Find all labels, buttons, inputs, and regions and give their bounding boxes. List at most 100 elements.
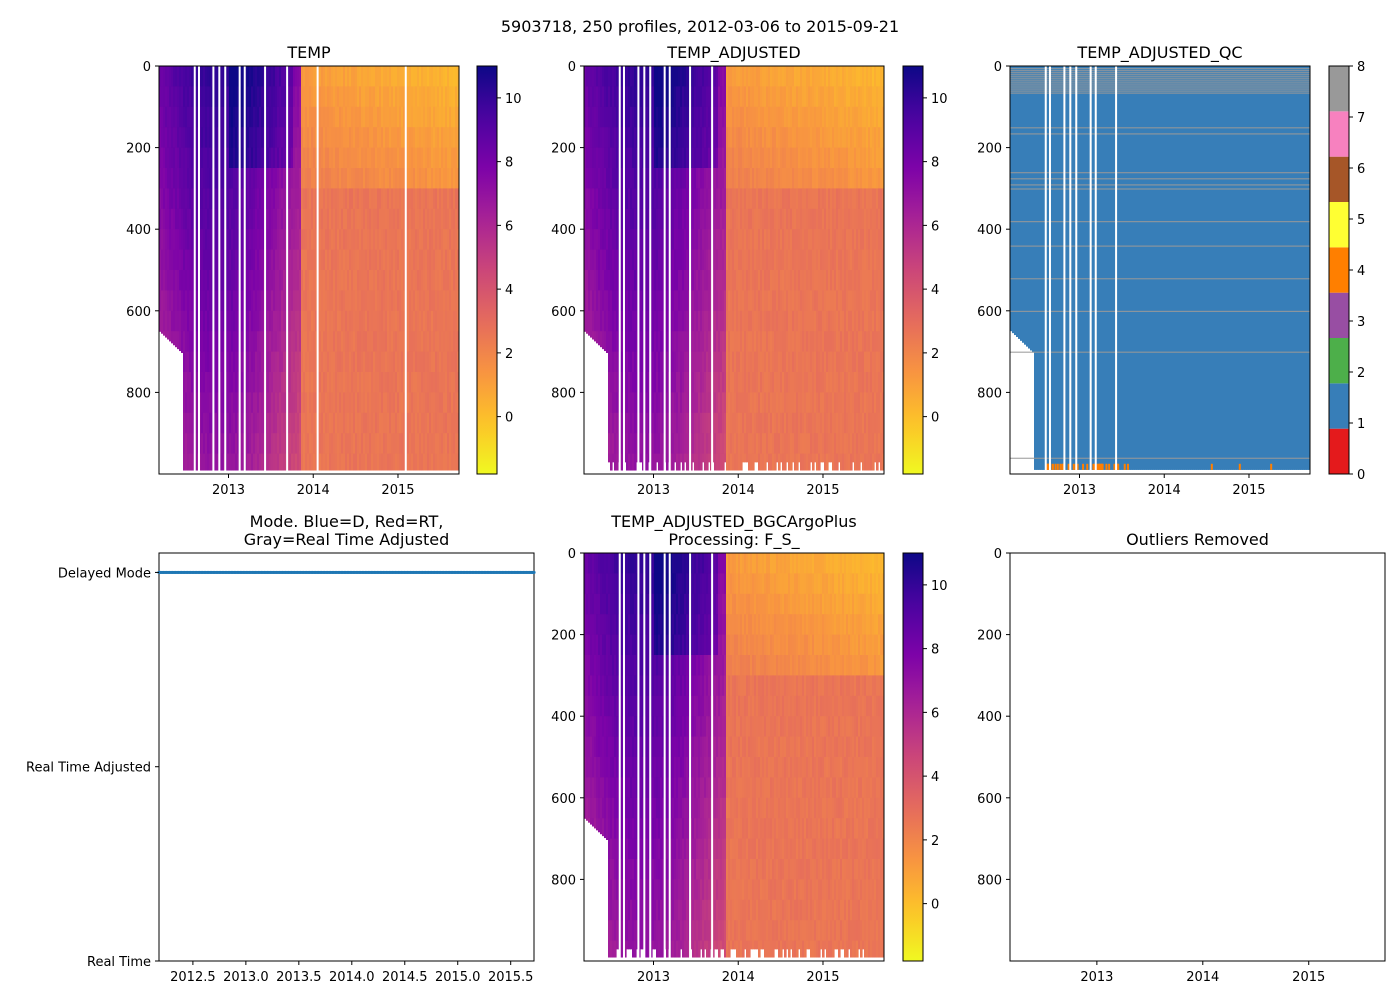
temp_adj-heatmap-cell (654, 433, 657, 455)
temp-heatmap-cell (337, 453, 340, 471)
temp_adj-heatmap-cell (614, 188, 617, 210)
temp-heatmap-cell (357, 331, 360, 353)
temp-heatmap-cell (429, 453, 432, 471)
temp_adj-heatmap-cell (736, 453, 739, 471)
temp-heatmap-cell (421, 433, 424, 455)
temp-heatmap-cell (325, 127, 328, 149)
temp_adj-heatmap-cell (736, 270, 739, 291)
temp-heatmap-cell (329, 66, 332, 87)
temp-heatmap-cell (321, 147, 324, 169)
temp-heatmap-cell (321, 188, 324, 210)
temp_adj-heatmap-cell (788, 392, 791, 414)
temp_adj-heatmap-cell (706, 453, 709, 471)
temp-heatmap-cell (375, 249, 378, 271)
temp-heatmap-cell (437, 86, 440, 108)
temp_adj-heatmap-cell (742, 127, 745, 149)
temp-heatmap-cell (225, 86, 228, 108)
temp-heatmap-cell (183, 331, 186, 353)
temp-heatmap-cell (313, 392, 316, 414)
temp_adj-heatmap-cell (756, 392, 759, 414)
temp_adj-heatmap-cell (780, 392, 783, 414)
temp-heatmap-cell (451, 433, 454, 455)
temp-heatmap-cell (277, 127, 280, 149)
temp-heatmap-cell (309, 331, 312, 353)
temp_adj-heatmap-cell (592, 66, 595, 87)
temp_adj-heatmap-cell (700, 392, 703, 414)
temp_adj-heatmap-cell (790, 453, 793, 471)
temp-heatmap-cell (457, 310, 459, 332)
temp-heatmap-cell (253, 229, 256, 251)
temp-heatmap-cell (267, 188, 270, 210)
temp_adj-heatmap-cell (670, 372, 673, 393)
temp-heatmap-cell (299, 351, 302, 373)
temp-heatmap-cell (323, 106, 326, 128)
temp-heatmap-cell (199, 412, 202, 434)
temp-heatmap-cell (167, 331, 170, 340)
temp_adj-heatmap-cell (718, 412, 721, 434)
temp_adj-heatmap-cell (646, 392, 649, 414)
temp-heatmap-cell (221, 188, 224, 210)
temp_adj-heatmap-cell (742, 290, 745, 312)
temp_adj-heatmap-cell (624, 86, 627, 108)
temp_adj-heatmap-cell (696, 208, 699, 230)
temp_adj-heatmap-cell (706, 372, 709, 393)
temp_adj-heatmap-cell (590, 229, 593, 251)
temp-heatmap-cell (205, 351, 208, 373)
temp-heatmap-cell (327, 208, 330, 230)
temp-heatmap-cell (423, 270, 426, 291)
temp_adj-heatmap-cell (694, 147, 697, 169)
temp-heatmap-cell (371, 229, 374, 251)
temp-heatmap-cell (369, 208, 372, 230)
temp_adj-heatmap-cell (692, 453, 695, 463)
temp-heatmap-cell (231, 270, 234, 291)
temp-heatmap-cell (209, 229, 212, 251)
temp-heatmap-cell (279, 392, 282, 414)
temp-heatmap-cell (297, 106, 300, 128)
temp-heatmap-cell (381, 453, 384, 471)
temp-heatmap-cell (287, 66, 290, 87)
temp_adj-heatmap-cell (640, 208, 643, 230)
temp_adj-heatmap-cell (676, 188, 679, 210)
temp-heatmap-cell (169, 106, 172, 128)
temp-heatmap-cell (191, 188, 194, 210)
temp_adj-heatmap-cell (722, 351, 725, 373)
temp_adj-heatmap-cell (598, 106, 601, 128)
temp-heatmap-cell (349, 127, 352, 149)
temp-heatmap-cell (229, 270, 232, 291)
temp_adj-heatmap-cell (738, 229, 741, 251)
temp-heatmap-cell (301, 290, 304, 312)
temp-heatmap-cell (393, 188, 396, 210)
temp_adj-heatmap-cell (632, 331, 635, 353)
temp-heatmap-cell (323, 168, 326, 189)
temp-heatmap-cell (295, 168, 298, 189)
temp-heatmap-cell (351, 249, 354, 271)
temp_adj-heatmap-cell (790, 147, 793, 169)
temp_adj-heatmap-cell (616, 249, 619, 271)
temp-heatmap-cell (283, 66, 286, 87)
temp-heatmap-cell (433, 372, 436, 393)
temp-heatmap-cell (437, 168, 440, 189)
temp_adj-heatmap-cell (636, 331, 639, 353)
temp_adj-heatmap-cell (594, 147, 597, 169)
temp_adj-heatmap-cell (720, 229, 723, 251)
temp-heatmap-cell (331, 392, 334, 414)
temp-heatmap-cell (225, 127, 228, 149)
temp_adj-heatmap-cell (776, 208, 779, 230)
temp-heatmap-cell (307, 127, 310, 149)
temp_adj-heatmap-cell (758, 270, 761, 291)
temp-heatmap-cell (205, 310, 208, 332)
temp-heatmap-cell (367, 188, 370, 210)
temp_adj-heatmap-cell (690, 147, 693, 169)
temp_adj-heatmap-cell (760, 392, 763, 414)
temp-heatmap-cell (291, 188, 294, 210)
temp_adj-heatmap-cell (584, 310, 587, 332)
temp_adj-heatmap-cell (608, 290, 611, 312)
temp-heatmap-cell (445, 127, 448, 149)
temp-heatmap-cell (309, 290, 312, 312)
temp-heatmap-cell (407, 168, 410, 189)
temp_adj-heatmap-cell (766, 86, 769, 108)
temp_adj-heatmap-cell (670, 106, 673, 128)
temp-heatmap-cell (283, 412, 286, 434)
temp_adj-heatmap-cell (632, 290, 635, 312)
temp-heatmap-cell (241, 290, 244, 312)
